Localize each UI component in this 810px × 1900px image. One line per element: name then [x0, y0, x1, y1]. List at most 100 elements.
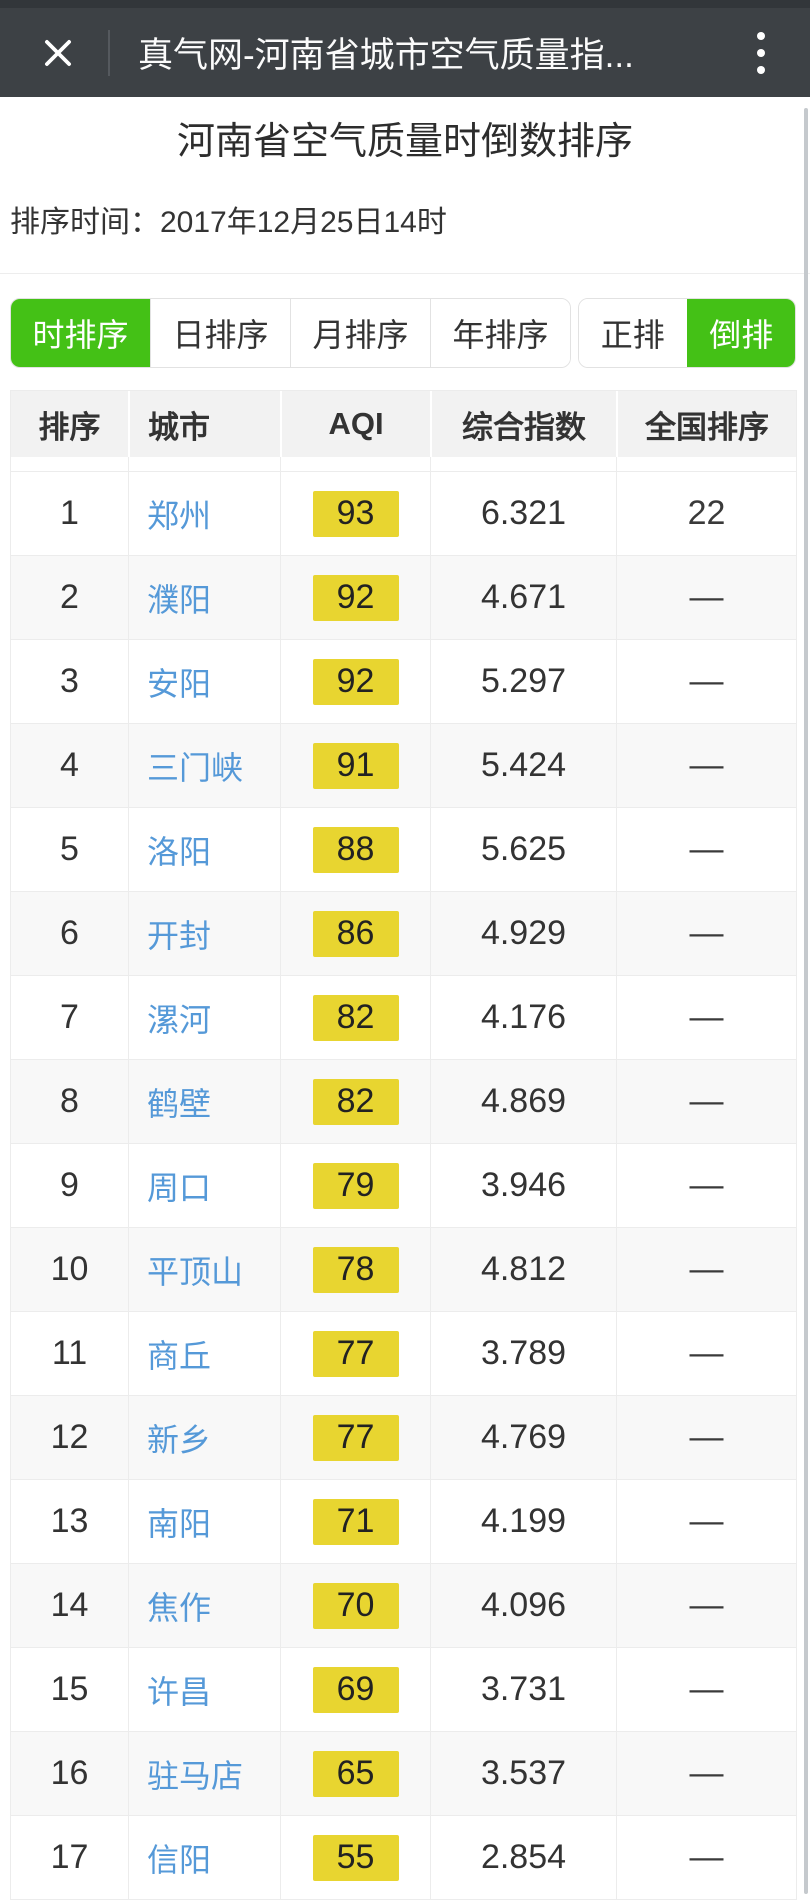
rank-cell: 1: [11, 472, 128, 555]
table-row: 3 安阳 92 5.297 —: [11, 639, 796, 723]
table-header-row: 排序 城市 AQI 综合指数 全国排序: [11, 391, 796, 457]
national-rank-value: 22: [687, 494, 726, 532]
national-rank-cell: —: [616, 724, 796, 807]
aqi-cell: 70: [280, 1564, 430, 1647]
composite-index-cell: 3.946: [430, 1144, 616, 1227]
city-link[interactable]: 郑州: [147, 497, 212, 534]
composite-index-cell: 5.297: [430, 640, 616, 723]
city-link[interactable]: 许昌: [147, 1673, 212, 1710]
tab-year-rank[interactable]: 年排序: [430, 299, 570, 367]
rank-value: 11: [51, 1334, 88, 1372]
city-link[interactable]: 濮阳: [147, 581, 212, 618]
rank-cell: 12: [11, 1396, 128, 1479]
city-link[interactable]: 周口: [147, 1169, 212, 1206]
city-link[interactable]: 洛阳: [147, 833, 212, 870]
composite-index-value: 4.929: [480, 914, 567, 952]
aqi-cell: 82: [280, 1060, 430, 1143]
composite-index-value: 5.625: [480, 830, 567, 868]
tab-descending[interactable]: 倒排: [686, 299, 795, 367]
city-link[interactable]: 驻马店: [147, 1757, 244, 1794]
section-divider: [0, 273, 810, 274]
aqi-cell: 92: [280, 640, 430, 723]
city-link[interactable]: 安阳: [147, 665, 212, 702]
composite-index-cell: 4.929: [430, 892, 616, 975]
national-rank-cell: —: [616, 1816, 796, 1899]
table-row: 13 南阳 71 4.199 —: [11, 1479, 796, 1563]
aqi-badge: 88: [312, 826, 399, 873]
rank-value: 15: [50, 1670, 89, 1708]
composite-index-value: 4.671: [480, 578, 567, 616]
city-link[interactable]: 新乡: [147, 1421, 212, 1458]
table-row: 17 信阳 55 2.854 —: [11, 1815, 796, 1899]
city-link[interactable]: 平顶山: [147, 1253, 244, 1290]
rank-value: 10: [50, 1250, 89, 1288]
table-row: 12 新乡 77 4.769 —: [11, 1395, 796, 1479]
table-row: 6 开封 86 4.929 —: [11, 891, 796, 975]
city-link[interactable]: 开封: [147, 917, 212, 954]
tab-ascending[interactable]: 正排: [579, 299, 687, 367]
aqi-cell: 88: [280, 808, 430, 891]
city-cell: 漯河: [128, 976, 280, 1059]
national-rank-value: —: [689, 1586, 724, 1624]
aqi-badge: 92: [312, 658, 399, 705]
composite-index-cell: 6.321: [430, 472, 616, 555]
aqi-cell: 65: [280, 1732, 430, 1815]
city-cell: 焦作: [128, 1564, 280, 1647]
page-scrollbar[interactable]: [804, 108, 808, 1894]
table-row: 9 周口 79 3.946 —: [11, 1143, 796, 1227]
table-row: 8 鹤壁 82 4.869 —: [11, 1059, 796, 1143]
titlebar-divider: [108, 29, 110, 76]
national-rank-value: —: [689, 914, 724, 952]
national-rank-value: —: [689, 578, 724, 616]
national-rank-value: —: [689, 1418, 724, 1456]
city-link[interactable]: 信阳: [147, 1841, 212, 1878]
city-link[interactable]: 商丘: [147, 1337, 212, 1374]
city-link[interactable]: 漯河: [147, 1001, 212, 1038]
table-body: 1 郑州 93 6.321 22 2 濮阳 92 4.671 —: [11, 471, 796, 1899]
composite-index-value: 4.096: [480, 1586, 567, 1624]
rank-value: 6: [60, 914, 79, 952]
composite-index-cell: 3.731: [430, 1648, 616, 1731]
aqi-badge: 70: [312, 1582, 399, 1629]
rank-value: 12: [50, 1418, 89, 1456]
city-link[interactable]: 南阳: [147, 1505, 212, 1542]
composite-index-cell: 4.176: [430, 976, 616, 1059]
national-rank-value: —: [689, 998, 724, 1036]
national-rank-cell: —: [616, 1564, 796, 1647]
composite-index-cell: 3.537: [430, 1732, 616, 1815]
city-link[interactable]: 三门峡: [147, 749, 244, 786]
aqi-cell: 92: [280, 556, 430, 639]
header-composite-index: 综合指数: [430, 391, 616, 457]
rank-value: 14: [50, 1586, 89, 1624]
rank-cell: 14: [11, 1564, 128, 1647]
composite-index-value: 4.769: [480, 1418, 567, 1456]
rank-value: 3: [60, 662, 79, 700]
city-link[interactable]: 鹤壁: [147, 1085, 212, 1122]
city-cell: 濮阳: [128, 556, 280, 639]
table-row: 4 三门峡 91 5.424 —: [11, 723, 796, 807]
composite-index-value: 5.297: [480, 662, 567, 700]
composite-index-value: 3.731: [480, 1670, 567, 1708]
tab-month-rank[interactable]: 月排序: [290, 299, 430, 367]
close-icon[interactable]: [38, 33, 78, 73]
more-vertical-icon[interactable]: [726, 23, 796, 83]
city-link[interactable]: 焦作: [147, 1589, 212, 1626]
national-rank-value: —: [689, 1670, 724, 1708]
composite-index-value: 3.537: [480, 1754, 567, 1792]
national-rank-value: —: [689, 1166, 724, 1204]
rank-cell: 15: [11, 1648, 128, 1731]
tab-hour-rank[interactable]: 时排序: [11, 299, 150, 367]
tab-day-rank[interactable]: 日排序: [150, 299, 290, 367]
national-rank-value: —: [689, 830, 724, 868]
rank-cell: 16: [11, 1732, 128, 1815]
composite-index-cell: 4.096: [430, 1564, 616, 1647]
rank-value: 17: [50, 1838, 89, 1876]
aqi-cell: 77: [280, 1396, 430, 1479]
city-cell: 南阳: [128, 1480, 280, 1563]
aqi-ranking-table: 排序 城市 AQI 综合指数 全国排序 1 郑州 93 6.321 22 2 濮…: [10, 390, 797, 1900]
rank-cell: 4: [11, 724, 128, 807]
aqi-badge: 91: [312, 742, 399, 789]
city-cell: 平顶山: [128, 1228, 280, 1311]
header-aqi: AQI: [280, 391, 430, 457]
composite-index-cell: 5.424: [430, 724, 616, 807]
